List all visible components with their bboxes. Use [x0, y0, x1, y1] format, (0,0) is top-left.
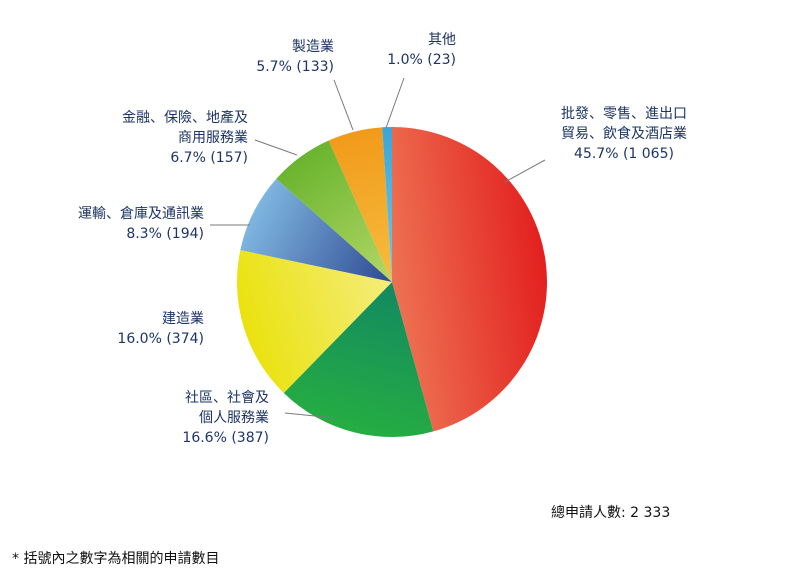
slice-label-finance: 金融、保險、地產及商用服務業 6.7% (157) — [122, 109, 248, 166]
leader-line-finance — [255, 140, 297, 155]
leader-line-manufacturing — [334, 80, 353, 130]
slice-label-others: 其他 1.0% (23) — [387, 32, 456, 68]
slice-label-manufacturing: 製造業 5.7% (133) — [256, 39, 334, 75]
slice-value-label: 16.0% (374) — [117, 331, 204, 347]
slice-name-line: 商用服務業 — [178, 130, 248, 146]
footnote: * 括號內之數字為相關的申請數目 — [12, 548, 219, 568]
pie-slices — [237, 127, 547, 437]
slice-name-line: 貿易、飲食及酒店業 — [561, 125, 687, 142]
slice-value-label: 1.0% (23) — [387, 52, 456, 68]
slice-name-line: 個人服務業 — [199, 410, 269, 426]
leader-line-others — [386, 78, 404, 128]
slice-label-construction: 建造業 16.0% (374) — [117, 311, 204, 347]
total-applicants: 總申請人數: 2 333 — [551, 502, 670, 522]
slice-label-trade: 批發、零售、進出口貿易、飲食及酒店業 45.7% (1 065) — [561, 106, 687, 162]
slice-value-label: 8.3% (194) — [126, 226, 204, 242]
leader-line-trade — [505, 160, 545, 182]
slice-label-community: 社區、社會及個人服務業 16.6% (387) — [182, 390, 269, 446]
slice-value-label: 16.6% (387) — [182, 430, 269, 446]
slice-value-label: 5.7% (133) — [256, 59, 334, 75]
slice-name-line: 其他 — [428, 32, 456, 48]
slice-name-line: 製造業 — [292, 39, 334, 55]
slice-name-line: 社區、社會及 — [185, 390, 269, 406]
slice-name-line: 運輸、倉庫及通訊業 — [78, 205, 204, 222]
slice-name-line: 批發、零售、進出口 — [561, 106, 687, 122]
slice-value-label: 6.7% (157) — [170, 150, 248, 166]
slice-value-label: 45.7% (1 065) — [574, 146, 674, 162]
slice-name-line: 金融、保險、地產及 — [122, 109, 248, 126]
slice-label-transport: 運輸、倉庫及通訊業 8.3% (194) — [78, 205, 204, 242]
slice-name-line: 建造業 — [162, 311, 204, 327]
